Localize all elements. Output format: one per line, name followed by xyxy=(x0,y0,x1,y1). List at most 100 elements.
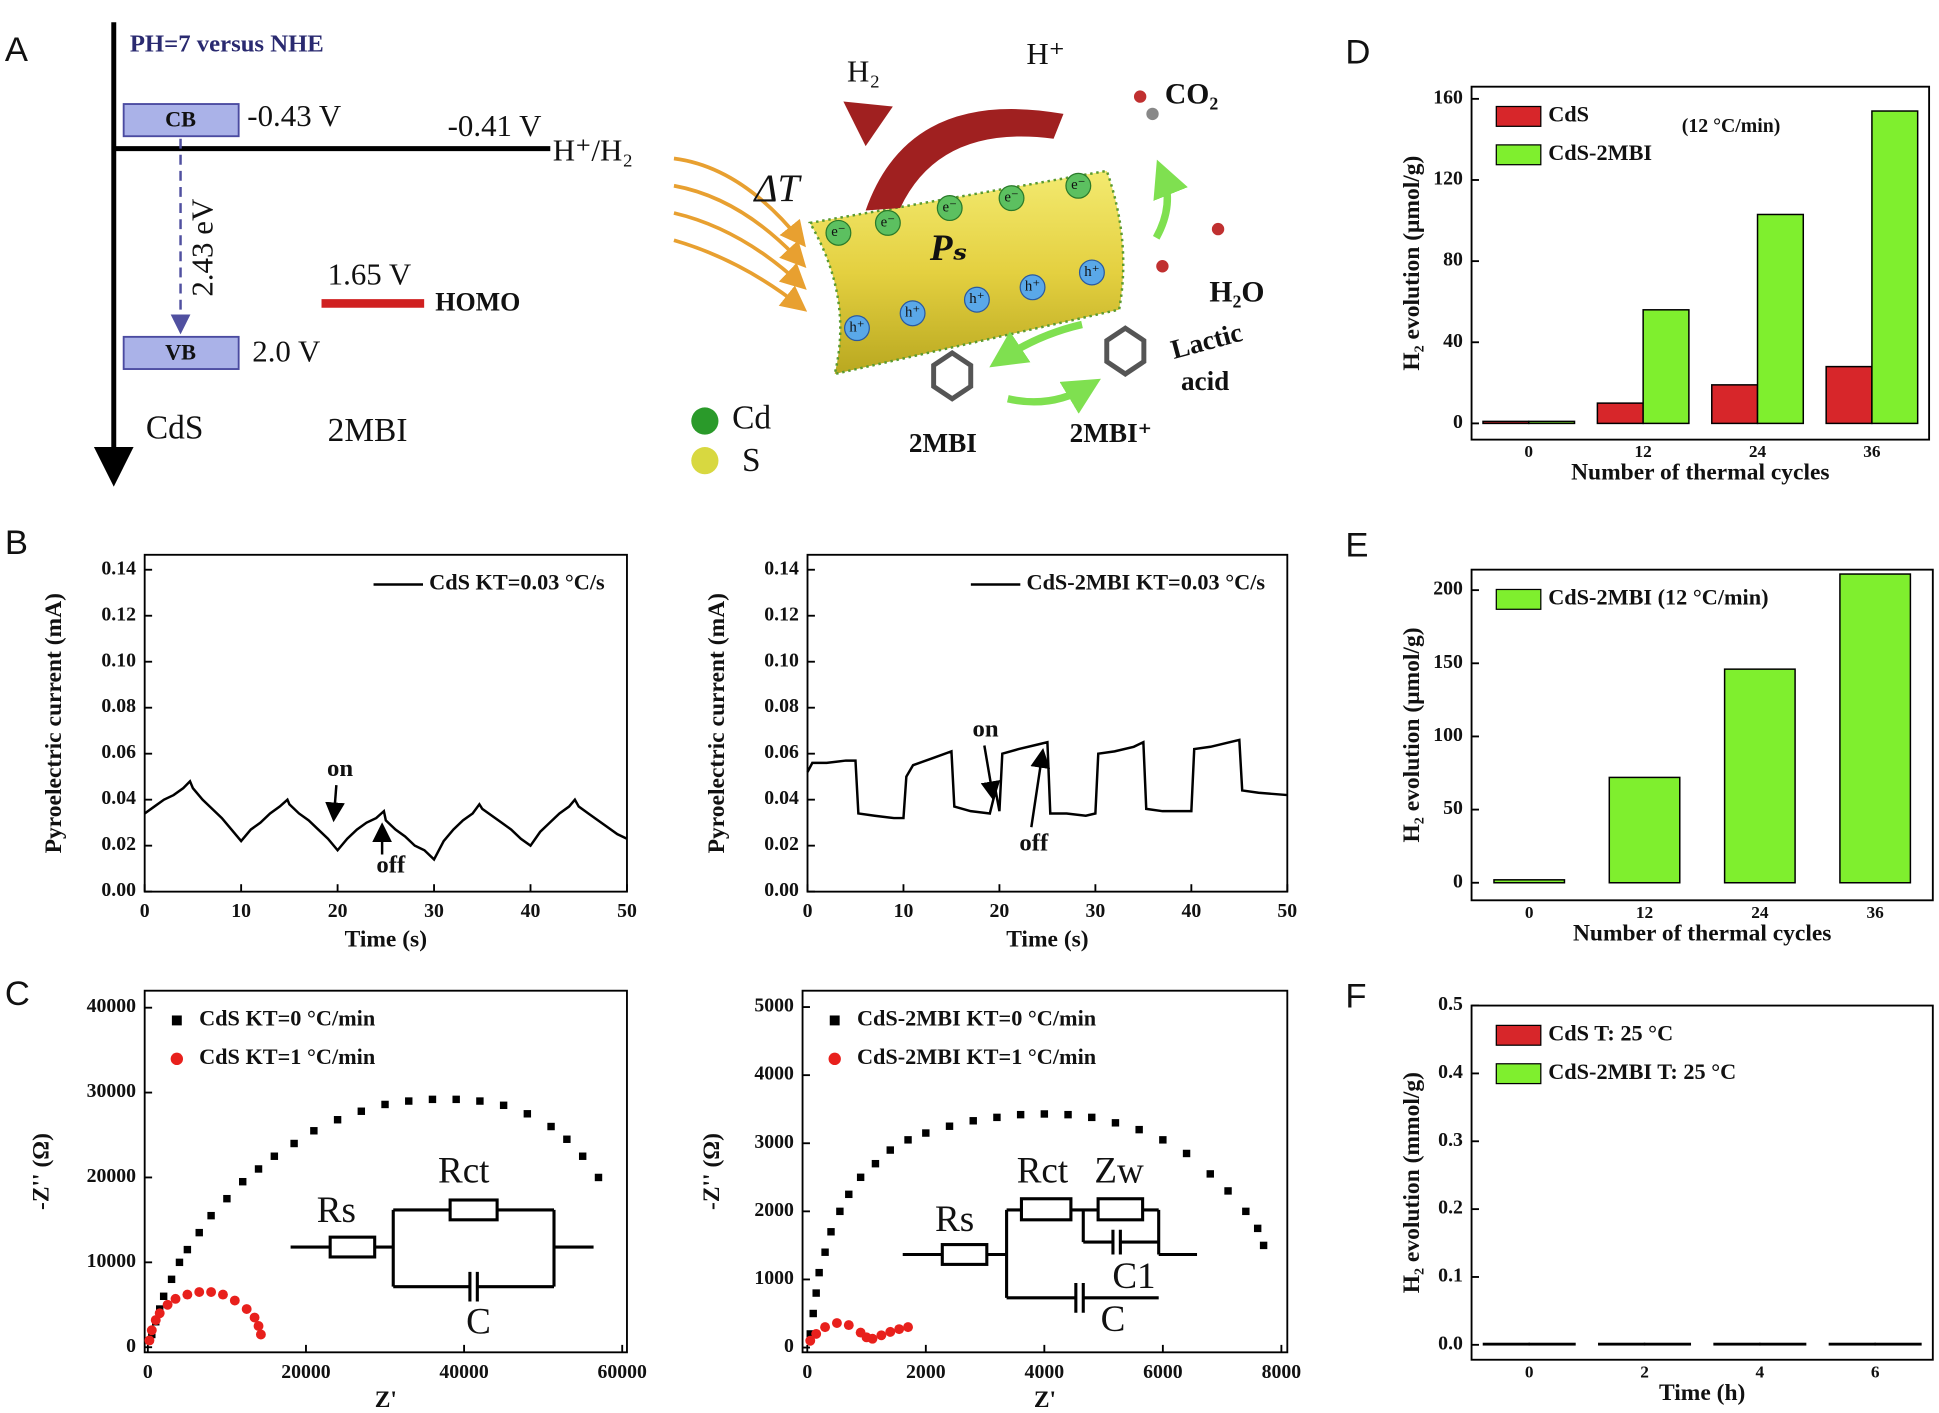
y-tick-label: 200 xyxy=(1433,578,1463,600)
point xyxy=(253,1321,264,1331)
point xyxy=(821,1248,829,1256)
point xyxy=(806,1330,814,1338)
circuit xyxy=(290,1197,1198,1313)
cb-label: CB xyxy=(165,106,196,131)
y-tick-label: 0 xyxy=(1453,411,1463,433)
atom xyxy=(1133,90,1147,103)
legend-symbol xyxy=(171,1015,182,1026)
x-tick-label: 0 xyxy=(143,1361,153,1383)
x-axis-label: Number of thermal cycles xyxy=(1573,920,1831,946)
point xyxy=(476,1097,484,1105)
electron-label: e⁻ xyxy=(1071,177,1085,193)
bar xyxy=(1528,420,1576,425)
legend-symbol xyxy=(1495,588,1542,610)
homo-potential: 1.65 V xyxy=(328,256,412,291)
x-tick-label: 36 xyxy=(1863,442,1881,461)
cd-label: Cd xyxy=(732,400,771,437)
y-tick-label: 0.14 xyxy=(101,557,136,579)
cb-potential: -0.43 V xyxy=(247,98,341,133)
line-series xyxy=(806,738,1288,820)
legend-symbol xyxy=(1495,105,1542,127)
bar xyxy=(1871,110,1919,425)
point xyxy=(229,1295,240,1306)
mbi-label: 2MBI xyxy=(328,412,408,449)
annotation: on xyxy=(327,755,353,782)
lactic-label: acid xyxy=(1181,366,1229,396)
point xyxy=(1182,1149,1191,1158)
legend-symbol xyxy=(828,1052,841,1066)
point xyxy=(886,1146,894,1154)
bar xyxy=(1642,309,1690,425)
point xyxy=(1040,1110,1049,1118)
point xyxy=(922,1129,930,1137)
point xyxy=(381,1100,389,1109)
x-tick-label: 24 xyxy=(1749,442,1767,461)
s-atom xyxy=(691,447,719,475)
point xyxy=(594,1173,603,1182)
x-axis-label: Z' xyxy=(375,1387,397,1413)
panel-label: B xyxy=(5,524,28,562)
point xyxy=(856,1173,865,1182)
x-tick-label: 20 xyxy=(328,900,348,922)
point xyxy=(815,1268,823,1277)
s-label: S xyxy=(742,442,761,479)
cycle-arrow xyxy=(1007,378,1101,414)
y-tick-label: 80 xyxy=(1443,249,1463,271)
point xyxy=(1064,1110,1072,1119)
x-tick-label: 0 xyxy=(802,1361,812,1383)
y-tick-label: 2000 xyxy=(754,1199,794,1221)
x-tick-label: 20 xyxy=(990,900,1010,922)
point xyxy=(809,1309,817,1318)
electron-label: e⁻ xyxy=(1004,190,1018,206)
vb-label: VB xyxy=(165,339,196,364)
x-tick-label: 40 xyxy=(1181,900,1201,922)
y-axis-label: H₂ evolution (μmol/g) xyxy=(1399,156,1425,371)
axis-frame xyxy=(1470,85,1931,441)
point xyxy=(223,1194,231,1203)
bar xyxy=(1493,879,1566,884)
molecule xyxy=(931,349,974,402)
arrow-head xyxy=(843,101,893,147)
point xyxy=(154,1308,165,1319)
energy-diagram: PH=7 versus NHE CB -0.43 V -0.41 V H⁺/H₂… xyxy=(93,22,633,487)
atom xyxy=(1211,222,1225,236)
point xyxy=(993,1113,1001,1122)
illustration: ΔT H₂ H⁺ CO₂ Pₛ e⁻ e⁻ e⁻ e⁻ e⁻ h⁺ h⁺ h⁺ h⁺ h⁺ H₂O… xyxy=(673,36,1264,479)
point xyxy=(836,1207,844,1216)
lactic-label: Lactic xyxy=(1168,317,1246,365)
bar xyxy=(1723,668,1796,884)
panel-label: F xyxy=(1345,977,1366,1015)
y-tick-label: 0.02 xyxy=(764,833,799,855)
electron xyxy=(825,219,852,246)
x-tick-label: 0 xyxy=(803,900,813,922)
annotation: on xyxy=(973,715,999,742)
legend-label: CdS KT=1 °C/min xyxy=(199,1044,376,1069)
carriers: e⁻ e⁻ e⁻ e⁻ e⁻ h⁺ h⁺ h⁺ h⁺ h⁺ xyxy=(825,172,1105,342)
molecule xyxy=(1104,325,1147,377)
circuit-label: Rs xyxy=(317,1190,356,1231)
point xyxy=(159,1292,168,1301)
point xyxy=(333,1116,342,1124)
y-tick-label: 40 xyxy=(1443,330,1463,352)
hole-label: h⁺ xyxy=(849,320,864,336)
bar xyxy=(1839,573,1912,884)
legend-symbol xyxy=(170,1052,184,1066)
y-tick-label: 0.06 xyxy=(764,741,799,763)
polarization-label: Pₛ xyxy=(929,228,967,269)
x-tick-label: 10 xyxy=(231,900,251,922)
point xyxy=(254,1165,263,1173)
legend-label: CdS-2MBI T: 25 °C xyxy=(1548,1059,1736,1084)
y-tick-label: 5000 xyxy=(754,995,794,1017)
point xyxy=(843,1320,854,1331)
point xyxy=(969,1117,977,1125)
x-axis-label: Time (h) xyxy=(1659,1380,1745,1406)
x-tick-label: 6 xyxy=(1871,1362,1880,1381)
circuit-label: Rs xyxy=(935,1199,974,1240)
legend-label: CdS xyxy=(1548,102,1589,127)
point xyxy=(194,1287,205,1298)
panel-label: C xyxy=(5,975,30,1013)
hplus-label: H⁺ xyxy=(1026,36,1065,71)
legend-label: CdS T: 25 °C xyxy=(1548,1020,1673,1045)
h-potential: -0.41 V xyxy=(448,108,542,143)
homo-label: HOMO xyxy=(435,288,520,317)
